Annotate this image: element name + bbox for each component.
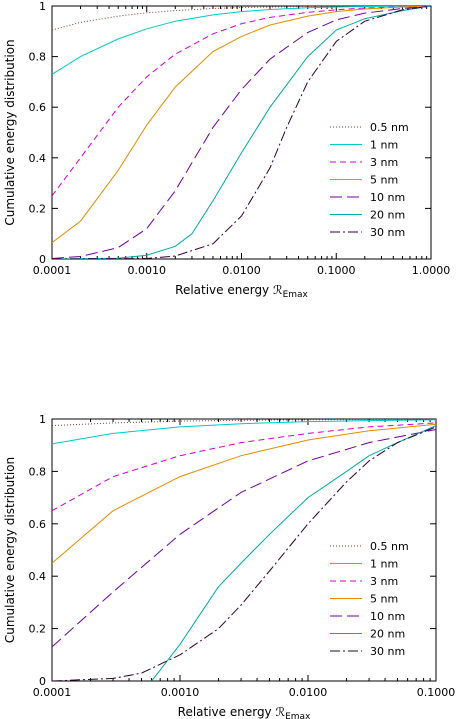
chart-2-plot-frame [51, 418, 437, 682]
chart-1-x-tick-label: 1.0000 [412, 264, 451, 277]
chart-2-series-line-3-nm [52, 422, 436, 512]
chart-1-y-tick-label: 1 [39, 0, 46, 13]
chart-2-legend-label: 20 nm [370, 628, 405, 641]
chart-2-y-axis-title: Cumulative energy distribution [3, 457, 17, 643]
chart-1-y-tick-label: 0.6 [29, 101, 47, 114]
chart-2: 0.0001 0.0010 0.0100 0.1000 0 0.2 0.4 0.6 0.8 1 Re… [3, 413, 455, 719]
chart-2-y-tick-label: 1 [39, 413, 46, 426]
chart-2-y-tick-label: 0 [39, 675, 46, 688]
chart-2-y-tick-label: 0.4 [29, 570, 47, 583]
chart-2-series-line-5-nm [52, 423, 436, 564]
chart-1-legend-label: 10 nm [370, 191, 405, 204]
chart-2-x-tick-label: 0.0100 [289, 686, 328, 699]
chart-1: 0.0001 0.0010 0.0100 0.1000 1.0000 0 0.2 0.4 0.6… [3, 0, 450, 300]
chart-1-legend: 0.5 nm 1 nm 3 nm 5 nm 10 nm 20 nm 30 nm [330, 121, 409, 239]
chart-2-y-tick-label: 0.8 [29, 465, 47, 478]
chart-2-series-group [52, 419, 436, 681]
chart-1-x-tick-label: 0.0001 [33, 264, 72, 277]
chart-1-series-line-10-nm [52, 6, 431, 259]
chart-2-series-line-10-nm [52, 429, 436, 648]
chart-2-legend-label: 3 nm [370, 575, 398, 588]
chart-1-series-line-5-nm [52, 6, 431, 243]
chart-2-x-tick-label: 0.1000 [417, 686, 456, 699]
chart-2-x-tick-label: 0.0010 [161, 686, 200, 699]
chart-1-legend-label: 3 nm [370, 156, 398, 169]
chart-2-legend: 0.5 nm 1 nm 3 nm 5 nm 10 nm 20 nm 30 nm [330, 540, 409, 658]
chart-1-x-axis-title-subscript: Emax [283, 290, 309, 300]
chart-2-series-line-0-5-nm [52, 419, 436, 427]
chart-1-legend-label: 0.5 nm [370, 121, 409, 134]
chart-1-legend-label: 5 nm [370, 174, 398, 187]
chart-1-y-axis-title: Cumulative energy distribution [3, 39, 17, 225]
chart-2-legend-label: 30 nm [370, 645, 405, 658]
chart-2-legend-label: 0.5 nm [370, 540, 409, 553]
chart-1-x-tick-label: 0.0010 [128, 264, 167, 277]
chart-1-series-line-20-nm [52, 6, 431, 259]
chart-2-x-axis-title-subscript: Emax [285, 712, 311, 719]
chart-1-x-tick-label: 0.0100 [222, 264, 261, 277]
chart-1-y-tick-label: 0 [39, 253, 46, 266]
chart-2-x-tick-label: 0.0001 [33, 686, 72, 699]
chart-1-series-line-3-nm [52, 6, 431, 197]
chart-2-legend-label: 1 nm [370, 558, 398, 571]
chart-1-legend-label: 1 nm [370, 139, 398, 152]
chart-1-legend-label: 30 nm [370, 226, 405, 239]
chart-1-legend-label: 20 nm [370, 209, 405, 222]
chart-1-y-tick-label: 0.4 [29, 152, 47, 165]
chart-2-series-line-30-nm [52, 426, 436, 681]
chart-1-series-group [52, 6, 431, 259]
chart-1-series-line-1-nm [52, 6, 431, 75]
chart-2-legend-label: 10 nm [370, 610, 405, 623]
chart-2-series-line-20-nm [151, 425, 436, 681]
chart-2-legend-label: 5 nm [370, 593, 398, 606]
chart-1-y-tick-label: 0.2 [29, 202, 47, 215]
chart-2-y-tick-label: 0.2 [29, 623, 47, 636]
chart-1-x-tick-label: 0.1000 [317, 264, 356, 277]
chart-2-series-line-1-nm [52, 419, 436, 445]
chart-1-x-axis-title: Relative energy ℛEmax [175, 283, 308, 300]
chart-2-x-axis-title: Relative energy ℛEmax [178, 705, 311, 719]
chart-2-y-tick-label: 0.6 [29, 518, 47, 531]
chart-1-y-tick-label: 0.8 [29, 51, 47, 64]
